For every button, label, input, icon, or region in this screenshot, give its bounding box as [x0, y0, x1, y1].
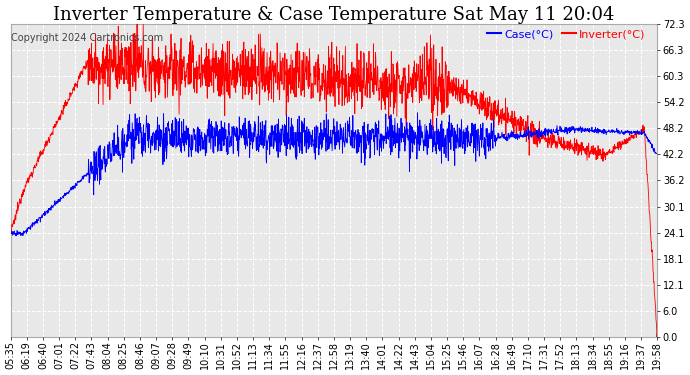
Text: Copyright 2024 Cartronics.com: Copyright 2024 Cartronics.com — [11, 33, 164, 43]
Title: Inverter Temperature & Case Temperature Sat May 11 20:04: Inverter Temperature & Case Temperature … — [53, 6, 615, 24]
Legend: Case(°C), Inverter(°C): Case(°C), Inverter(°C) — [483, 25, 650, 44]
